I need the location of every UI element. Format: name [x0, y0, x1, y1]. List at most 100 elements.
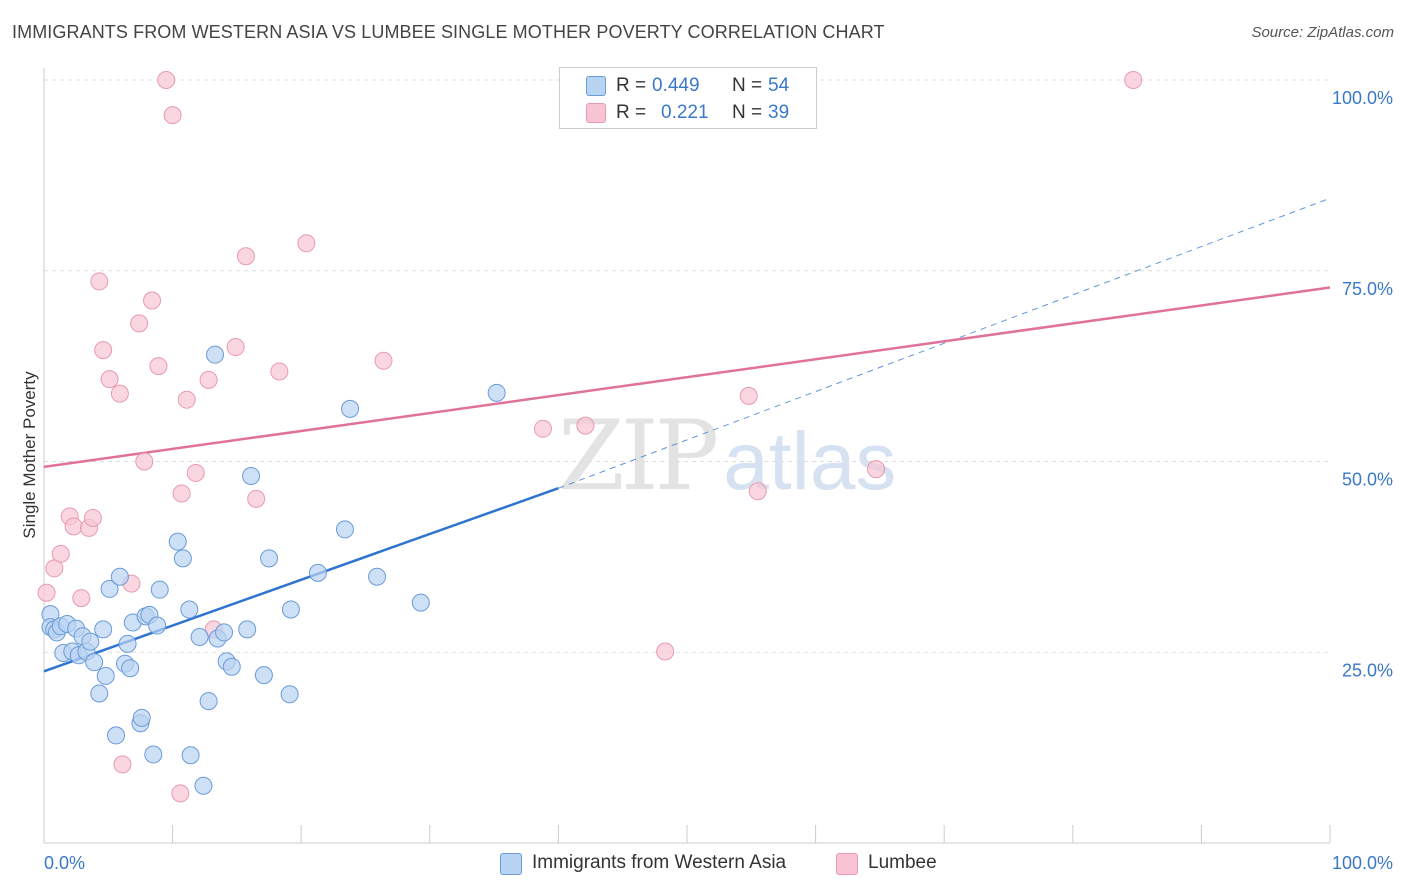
point-western-asia	[81, 632, 100, 651]
trend-lines	[43, 197, 1331, 673]
point-lumbee	[199, 370, 218, 389]
point-lumbee	[236, 247, 255, 266]
point-western-asia	[96, 666, 115, 685]
r-label: R =	[616, 75, 647, 96]
point-western-asia	[148, 616, 167, 635]
point-lumbee	[247, 489, 266, 508]
point-western-asia	[280, 685, 299, 704]
point-lumbee	[171, 784, 190, 803]
stats-legend: R = 0.449 N = 54 R = 0.221 N = 39	[559, 67, 817, 129]
trend-line-lumbee	[43, 286, 1331, 469]
point-western-asia	[281, 600, 300, 619]
x-tick-label-min: 0.0%	[44, 853, 85, 873]
point-western-asia	[144, 745, 163, 764]
data-points	[37, 71, 1143, 803]
point-lumbee	[94, 341, 113, 360]
point-lumbee	[37, 583, 56, 602]
point-lumbee	[186, 463, 205, 482]
point-western-asia	[94, 620, 113, 639]
point-lumbee	[157, 71, 176, 89]
watermark: ZIPatlas	[558, 400, 896, 512]
point-western-asia	[242, 466, 261, 485]
legend-swatch-pink	[836, 853, 858, 875]
y-tick-label: 50.0%	[1342, 470, 1393, 490]
axes	[43, 68, 1331, 844]
point-western-asia	[132, 708, 151, 727]
y-axis-label: Single Mother Poverty	[20, 371, 39, 539]
point-western-asia	[341, 399, 360, 418]
point-lumbee	[149, 357, 168, 376]
point-western-asia	[487, 383, 506, 402]
gridlines	[44, 79, 1330, 653]
point-lumbee	[135, 452, 154, 471]
point-lumbee	[576, 416, 595, 435]
point-western-asia	[85, 653, 104, 672]
point-western-asia	[215, 623, 234, 642]
point-western-asia	[121, 659, 140, 678]
y-tick-label: 100.0%	[1332, 88, 1393, 108]
n-value: 54	[768, 75, 790, 96]
point-western-asia	[118, 634, 137, 653]
point-western-asia	[110, 567, 129, 586]
point-lumbee	[90, 272, 109, 291]
point-lumbee	[297, 234, 316, 253]
point-western-asia	[181, 746, 200, 765]
point-lumbee	[83, 508, 102, 527]
point-western-asia	[194, 776, 213, 795]
point-western-asia	[254, 666, 273, 685]
point-lumbee	[130, 314, 149, 333]
point-lumbee	[867, 460, 886, 479]
r-value: 0.449	[652, 75, 700, 96]
point-western-asia	[206, 345, 225, 364]
legend-label: Immigrants from Western Asia	[532, 852, 787, 873]
y-tick-label: 25.0%	[1342, 660, 1393, 680]
legend-label: Lumbee	[868, 852, 937, 873]
trend-line-western-asia-dashed	[558, 197, 1331, 489]
point-lumbee	[533, 419, 552, 438]
point-western-asia	[368, 567, 387, 586]
point-lumbee	[656, 642, 675, 661]
point-western-asia	[90, 684, 109, 703]
point-lumbee	[163, 106, 182, 125]
point-western-asia	[173, 549, 192, 568]
point-lumbee	[113, 755, 132, 774]
r-value: 0.221	[661, 102, 709, 123]
point-lumbee	[64, 517, 83, 536]
point-western-asia	[100, 579, 119, 598]
source-credit: Source: ZipAtlas.com	[1251, 24, 1394, 41]
n-label: N =	[732, 102, 763, 123]
point-western-asia	[180, 600, 199, 619]
point-lumbee	[51, 544, 70, 563]
legend-swatch-blue	[586, 76, 606, 96]
point-lumbee	[100, 370, 119, 389]
point-western-asia	[199, 692, 218, 711]
point-western-asia	[238, 620, 257, 639]
n-label: N =	[732, 75, 763, 96]
point-lumbee	[270, 362, 289, 381]
point-western-asia	[168, 532, 187, 551]
point-lumbee	[72, 589, 91, 608]
point-lumbee	[748, 482, 767, 501]
point-western-asia	[190, 627, 209, 646]
point-western-asia	[260, 549, 279, 568]
point-western-asia	[222, 657, 241, 676]
point-lumbee	[143, 291, 162, 310]
point-western-asia	[107, 726, 126, 745]
point-western-asia	[335, 520, 354, 539]
point-lumbee	[374, 351, 393, 370]
point-lumbee	[172, 484, 191, 503]
n-value: 39	[768, 102, 790, 123]
legend-swatch-blue	[500, 853, 522, 875]
chart-title: IMMIGRANTS FROM WESTERN ASIA VS LUMBEE S…	[12, 22, 885, 42]
y-tick-label: 75.0%	[1342, 279, 1393, 299]
legend-swatch-pink	[586, 103, 606, 123]
r-label: R =	[616, 102, 647, 123]
point-lumbee	[177, 390, 196, 409]
point-western-asia	[308, 563, 327, 582]
point-lumbee	[110, 384, 129, 403]
x-tick-label-max: 100.0%	[1332, 853, 1393, 873]
point-lumbee	[226, 338, 245, 357]
point-lumbee	[1124, 71, 1143, 89]
tick-labels: 25.0% 50.0% 75.0% 100.0% 0.0% 100.0%	[44, 88, 1393, 873]
